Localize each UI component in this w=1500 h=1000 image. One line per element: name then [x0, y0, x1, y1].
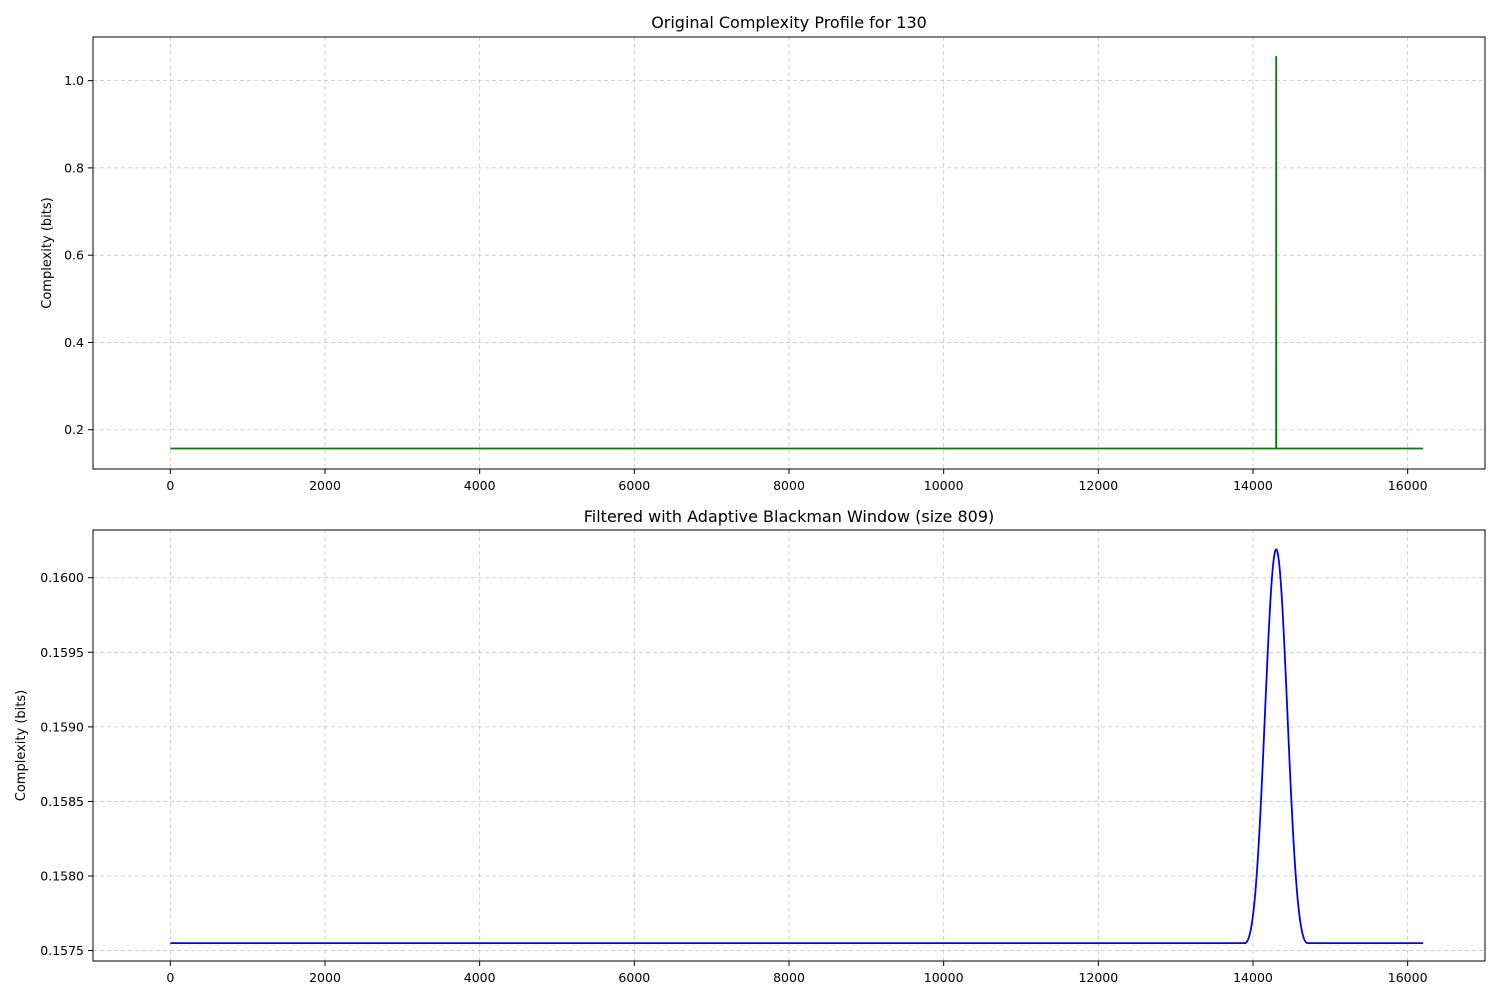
series-line-0: [170, 548, 1424, 944]
chart-title: Filtered with Adaptive Blackman Window (…: [584, 507, 995, 526]
x-tick-label: 2000: [309, 478, 341, 493]
x-tick-label: 0: [166, 478, 174, 493]
x-tick-label: 16000: [1388, 970, 1428, 985]
y-tick-label: 0.1595: [40, 645, 84, 660]
y-tick-label: 1.0: [64, 73, 84, 88]
x-tick-label: 14000: [1233, 478, 1273, 493]
y-tick-label: 0.1600: [40, 570, 84, 585]
y-tick-label: 0.8: [64, 160, 84, 175]
y-tick-label: 0.6: [64, 248, 84, 263]
series-line-0: [170, 55, 1424, 450]
x-tick-label: 16000: [1388, 478, 1428, 493]
y-tick-label: 0.1590: [40, 719, 84, 734]
y-tick-label: 0.1585: [40, 794, 84, 809]
y-axis-label: Complexity (bits): [40, 197, 55, 308]
x-tick-label: 14000: [1233, 970, 1273, 985]
y-tick-label: 0.4: [64, 335, 84, 350]
x-tick-label: 12000: [1078, 970, 1118, 985]
chart-panel-filtered: 0 2000 4000 6000 8000 10000 12000 14000 16000 0.1…: [14, 507, 1486, 985]
y-tick-label: 0.1575: [40, 943, 84, 958]
x-tick-label: 10000: [924, 478, 964, 493]
x-tick-label: 8000: [773, 970, 805, 985]
y-axis-label: Complexity (bits): [14, 690, 29, 801]
x-tick-label: 2000: [309, 970, 341, 985]
x-tick-label: 6000: [618, 478, 650, 493]
x-tick-label: 12000: [1078, 478, 1118, 493]
x-tick-label: 8000: [773, 478, 805, 493]
x-tick-label: 10000: [924, 970, 964, 985]
x-tick-label: 0: [166, 970, 174, 985]
x-tick-label: 4000: [464, 478, 496, 493]
y-tick-label: 0.1580: [40, 868, 84, 883]
chart-title: Original Complexity Profile for 130: [651, 13, 927, 32]
chart-panel-original: 0 2000 4000 6000 8000 10000 12000 14000 16000 0.2…: [40, 13, 1486, 493]
x-tick-label: 6000: [618, 970, 650, 985]
y-tick-label: 0.2: [64, 422, 84, 437]
x-tick-label: 4000: [464, 970, 496, 985]
